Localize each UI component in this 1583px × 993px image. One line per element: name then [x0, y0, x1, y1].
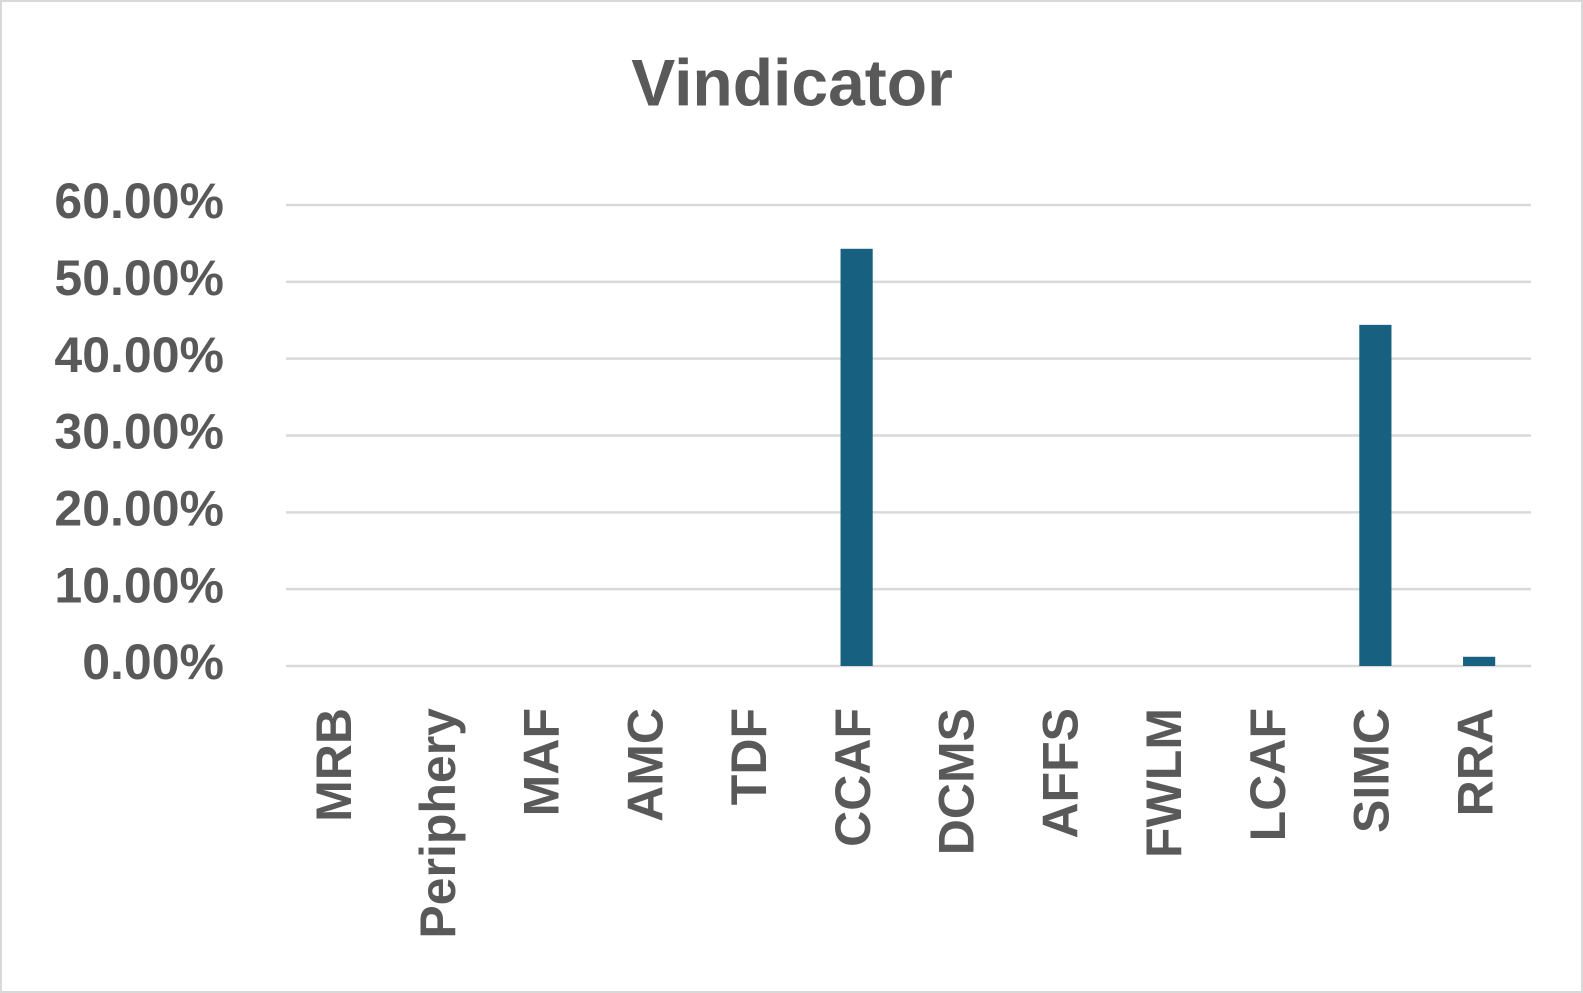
x-tick-label: CCAF [825, 708, 881, 847]
x-tick-label: SIMC [1344, 708, 1400, 833]
chart-title: Vindicator [631, 45, 953, 119]
bar [840, 248, 873, 667]
y-tick-label: 10.00% [54, 557, 224, 613]
x-tick-label: DCMS [929, 708, 985, 855]
x-tick-label: RRA [1447, 708, 1503, 816]
x-tick-label: Periphery [410, 708, 466, 939]
y-tick-label: 30.00% [54, 404, 224, 460]
x-tick-label: MRB [306, 708, 362, 822]
x-tick-label: MAF [514, 708, 570, 816]
y-tick-label: 50.00% [54, 250, 224, 306]
bar [1359, 324, 1392, 666]
y-tick-label: 20.00% [54, 481, 224, 537]
y-tick-label: 60.00% [54, 173, 224, 229]
y-tick-label: 0.00% [82, 634, 224, 690]
x-tick-label: FWLM [1136, 708, 1192, 858]
bar [1463, 656, 1496, 666]
x-tick-label: TDF [721, 708, 777, 805]
y-tick-label: 40.00% [54, 327, 224, 383]
x-tick-label: AFFS [1032, 708, 1088, 839]
x-tick-label: LCAF [1240, 708, 1296, 841]
x-tick-label: AMC [617, 708, 673, 822]
